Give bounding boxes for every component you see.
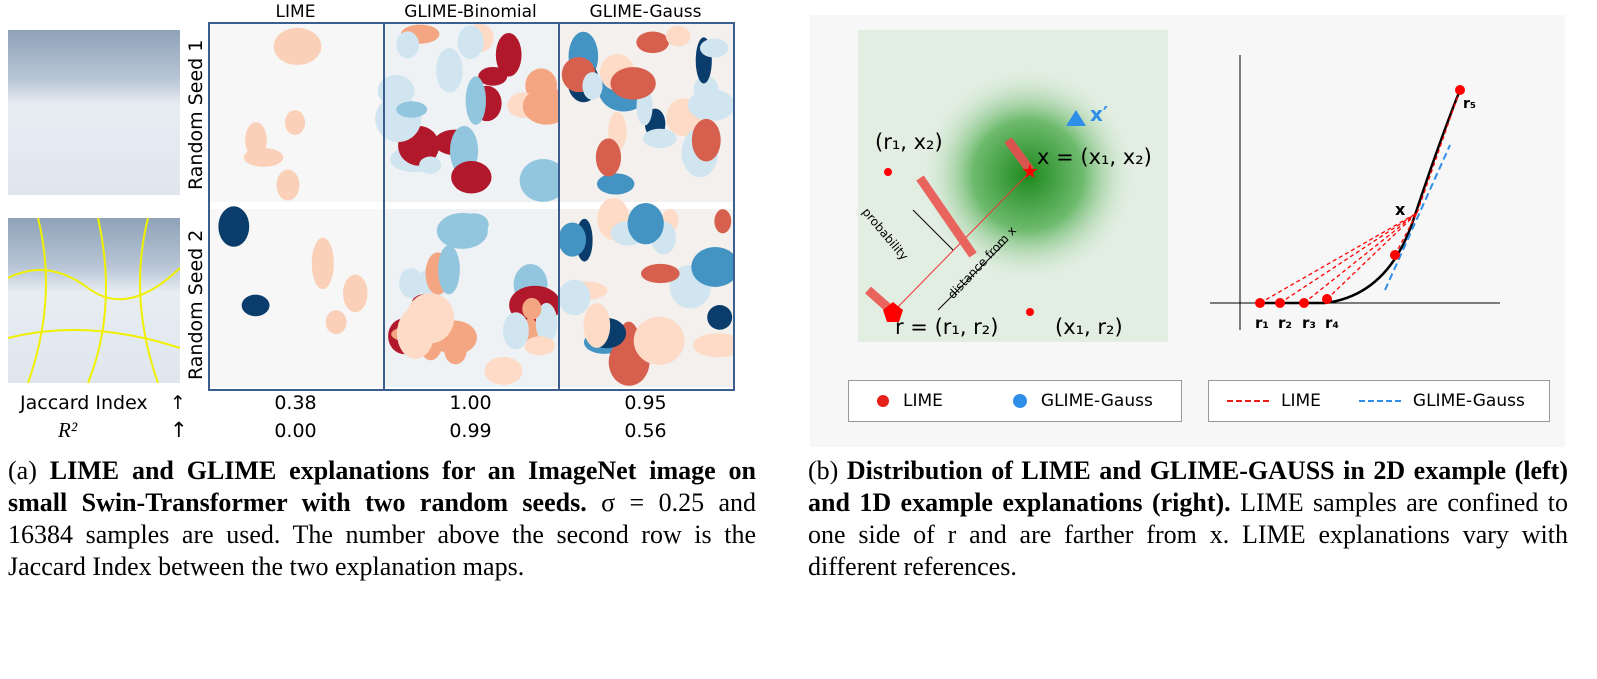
superpixel-patch — [264, 249, 284, 299]
superpixel-patch — [218, 206, 250, 247]
superpixel-patch — [535, 302, 558, 344]
superpixel-patch — [273, 27, 322, 66]
superpixel-outlines — [7, 217, 181, 384]
caption-a: (a) LIME and GLIME explanations for an I… — [8, 456, 757, 581]
label-x: x = (x₁, x₂) — [1037, 145, 1152, 169]
superpixel-patch — [451, 160, 492, 194]
superpixel-patch — [458, 213, 489, 236]
label-r2: r₂ — [1278, 314, 1292, 332]
superpixel-patch — [245, 122, 267, 159]
metric-label-jaccard: Jaccard Index ↑ — [20, 392, 186, 414]
superpixel-patch — [396, 308, 435, 359]
superpixel-patch — [484, 356, 523, 385]
column-header-glime-binomial: GLIME-Binomial — [404, 2, 537, 22]
plot-1d-example — [1210, 55, 1500, 330]
superpixel-patch — [325, 310, 347, 335]
input-image-superpixels — [7, 217, 181, 384]
jaccard-glime-gauss: 0.95 — [624, 392, 667, 414]
superpixel-patch — [642, 128, 677, 149]
input-image-seed-1 — [8, 30, 180, 195]
reference-point-r — [883, 302, 903, 322]
column-header-glime-gauss: GLIME-Gauss — [589, 2, 702, 22]
superpixel-patch — [276, 169, 300, 201]
glime-sample-triangle — [1066, 110, 1086, 126]
superpixel-patch — [558, 279, 591, 316]
label-r3: r₃ — [1302, 314, 1316, 332]
r2-glime-binomial: 0.99 — [449, 420, 492, 442]
jaccard-glime-binomial: 1.00 — [449, 392, 492, 414]
label-x1r2: (x₁, r₂) — [1055, 315, 1123, 339]
superpixel-patch — [558, 222, 587, 257]
metric-label-r2: R² ↑ — [58, 418, 188, 442]
star-x: ★ — [1021, 161, 1039, 183]
superpixel-patch — [436, 48, 463, 93]
plot-2d-example: ★ — [858, 30, 1168, 342]
superpixel-patch — [691, 118, 721, 162]
lime-dash-icon — [1227, 400, 1269, 402]
superpixel-patch — [519, 158, 567, 202]
superpixel-patch — [495, 33, 522, 77]
superpixel-patch — [627, 202, 664, 245]
superpixel-patch — [610, 67, 656, 100]
label-r1x2: (r₁, x₂) — [875, 130, 943, 154]
superpixel-patch — [665, 25, 691, 47]
superpixel-patch — [444, 335, 467, 365]
superpixel-patch — [595, 138, 622, 177]
superpixel-patch — [596, 173, 635, 195]
superpixel-patch — [640, 263, 680, 284]
superpixel-patch — [457, 25, 484, 60]
legend-1d: LIME GLIME-Gauss — [1208, 380, 1550, 422]
superpixel-patch — [478, 66, 508, 86]
superpixel-patch — [583, 303, 611, 348]
r2-glime-gauss: 0.56 — [624, 420, 667, 442]
r2-lime: 0.00 — [274, 420, 317, 442]
label-r1: r₁ — [1255, 314, 1269, 332]
label-x-prime: x′ — [1090, 102, 1109, 126]
lime-dot-icon — [877, 395, 889, 407]
column-header-lime: LIME — [275, 2, 316, 22]
superpixel-patch — [636, 31, 670, 54]
superpixel-patch — [396, 31, 420, 59]
superpixel-patch — [582, 72, 603, 100]
superpixel-patch — [707, 305, 733, 330]
caption-b: (b) Distribution of LIME and GLIME-GAUSS… — [808, 456, 1569, 581]
superpixel-patch — [633, 316, 685, 365]
superpixel-patch — [691, 246, 740, 287]
superpixel-patch — [438, 245, 460, 295]
superpixel-patch — [693, 76, 719, 101]
label-1d-x: x — [1395, 200, 1406, 219]
superpixel-patch — [502, 312, 529, 350]
superpixel-patch — [465, 76, 486, 125]
label-r: r = (r₁, r₂) — [895, 315, 999, 339]
superpixel-patch — [699, 38, 729, 58]
superpixel-patch — [284, 110, 306, 135]
explanation-grid — [208, 16, 743, 391]
superpixel-patch — [241, 294, 270, 317]
superpixel-patch — [522, 297, 542, 320]
superpixel-patch — [222, 16, 272, 68]
superpixel-patch — [524, 336, 556, 356]
row-label-seed-1: Random Seed 1 — [185, 39, 207, 190]
label-r4: r₄ — [1325, 314, 1339, 332]
legend-2d: LIME GLIME-Gauss — [848, 380, 1182, 422]
superpixel-patch — [396, 101, 428, 118]
superpixel-patch — [714, 209, 732, 234]
jaccard-lime: 0.38 — [274, 392, 317, 414]
superpixel-patch — [399, 267, 424, 298]
superpixel-patch — [343, 274, 368, 313]
row-label-seed-2: Random Seed 2 — [185, 229, 207, 380]
superpixel-patch — [419, 156, 442, 174]
superpixel-patch — [311, 237, 334, 290]
glime-dash-icon — [1358, 400, 1401, 402]
label-r5: r₅ — [1463, 96, 1477, 112]
glime-dot-icon — [1012, 394, 1027, 408]
superpixel-patch — [693, 333, 743, 358]
